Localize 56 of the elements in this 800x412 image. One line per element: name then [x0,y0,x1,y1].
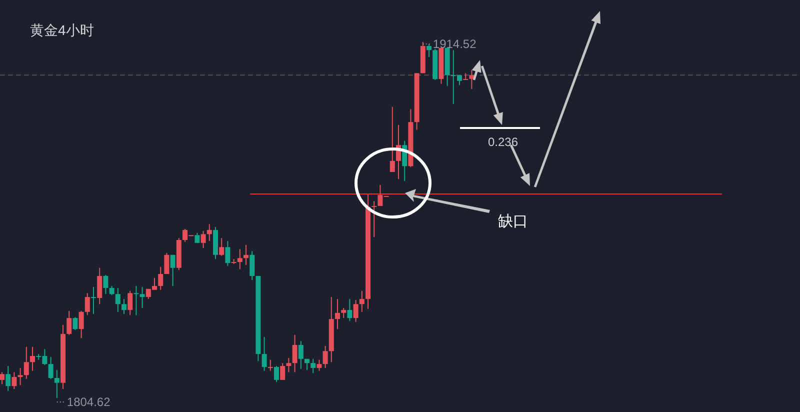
candlestick [91,286,96,314]
candlestick [115,287,120,312]
chart-title: 黄金4小时 [30,22,94,38]
candlestick [469,69,474,90]
candlestick [250,250,255,281]
candlestick [244,244,248,266]
candlestick [372,200,377,238]
candlestick [390,106,395,172]
candlestick [134,285,139,316]
candlestick [335,298,340,330]
candlestick [359,290,364,312]
candlestick [274,365,279,382]
annotation: 缺口 [498,212,528,230]
candlestick [30,346,35,372]
candlestick [316,359,322,372]
candlestick [426,44,432,58]
candlestick [122,298,126,314]
candlestick [158,266,164,290]
candlestick [200,230,206,249]
candlestick [194,232,200,244]
candlestick [206,224,212,242]
candlestick [322,345,328,368]
candlestick [280,362,286,380]
annotation: 1804.62 [66,395,111,409]
candlestick [48,356,54,380]
candlestick [268,359,273,372]
candlestick [164,252,170,274]
candlestick [140,286,145,309]
candlestick [66,310,72,336]
candlestick [128,290,133,316]
candlestick [262,336,267,372]
candlestick [310,358,316,374]
candlestick [6,365,11,392]
annotation: 1914.52 [432,37,477,51]
candlestick [347,298,352,322]
candlestick [72,316,78,331]
candlestick [170,254,176,286]
candlestick [292,334,298,373]
candlestick [298,340,304,370]
candlestick [24,346,29,380]
candlestick [18,367,23,386]
candlestick [109,285,114,296]
text: 0.236 [488,135,518,149]
candlestick [84,292,90,316]
candlestick [286,357,292,373]
candlestick [12,372,17,390]
candlestick [103,274,108,295]
candlestick [353,299,358,322]
candlestick [78,310,84,339]
candlestick [341,308,346,319]
candlestick [225,240,230,266]
candlestick [0,372,4,385]
candlestick [54,369,60,398]
candlestick [237,248,242,270]
candlestick [97,267,102,305]
candlestick [219,238,224,256]
